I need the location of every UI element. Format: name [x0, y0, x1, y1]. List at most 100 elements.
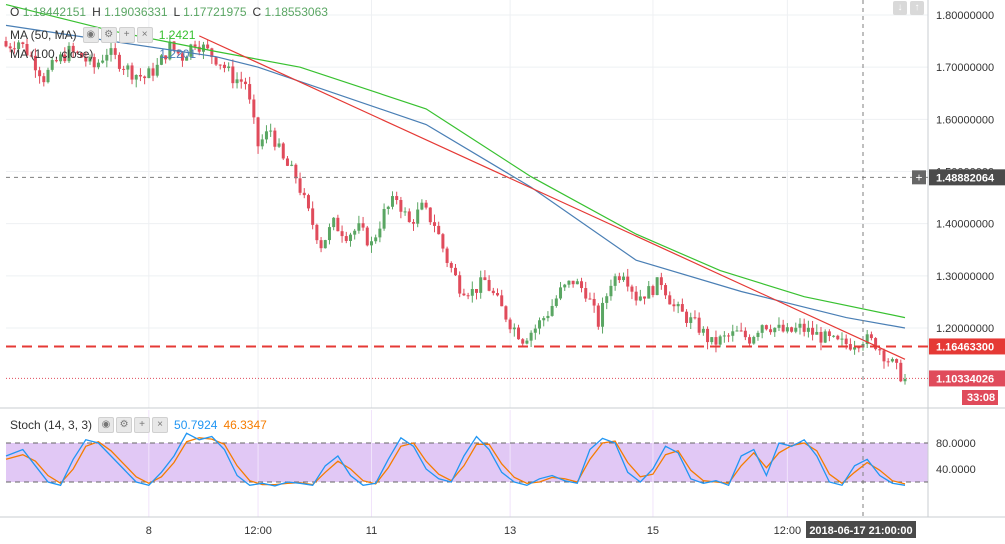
candle-body [731, 331, 735, 336]
time-tick-label: 8 [146, 525, 152, 537]
candle-body [529, 332, 533, 341]
candle-body [302, 192, 306, 196]
candle-body [386, 206, 390, 209]
open-label: O [10, 5, 20, 19]
candle-body [470, 288, 474, 296]
candle-body [197, 46, 201, 52]
candle-body [256, 117, 260, 147]
scroll-down-icon[interactable]: ↓ [893, 1, 907, 15]
time-tick-label: 13 [504, 525, 516, 537]
candle-body [567, 280, 571, 285]
candle-body [802, 323, 806, 332]
candle-body [781, 324, 785, 332]
candle-body [395, 196, 399, 200]
more-icon[interactable]: + [118, 27, 135, 43]
candle-body [760, 325, 764, 333]
candle-body [626, 276, 630, 287]
candle-body [890, 359, 894, 362]
candle-body [260, 139, 264, 147]
candle-body [848, 344, 852, 350]
candle-body [151, 68, 155, 76]
eye-icon[interactable]: ◉ [82, 27, 99, 43]
open-value: 1.18442151 [22, 5, 87, 19]
candle-body [722, 335, 726, 337]
ma100-label: MA (100, close) [10, 47, 94, 61]
candle-body [613, 276, 617, 286]
candle-body [143, 76, 147, 79]
candle-body [344, 236, 348, 241]
low-label: L [173, 5, 180, 19]
high-label: H [92, 5, 101, 19]
candle-body [773, 327, 777, 333]
candle-body [483, 277, 487, 281]
candle-body [538, 320, 542, 329]
time-tick-label: 12:00 [774, 525, 802, 537]
candle-body [306, 195, 310, 209]
candle-body [580, 281, 584, 289]
candle-body [844, 338, 848, 345]
ma100-value: 1.2201 [159, 47, 197, 61]
stoch-band [6, 443, 928, 482]
candle-body [517, 327, 521, 340]
candle-body [218, 64, 222, 66]
price-tick-label: 1.70000000 [936, 62, 994, 74]
close-icon[interactable]: × [152, 417, 169, 433]
ma50-legend[interactable]: MA (50, MA) ◉ ⚙ + × 1.2421 [10, 27, 195, 43]
stoch-k-line [5, 432, 906, 487]
candle-body [84, 57, 88, 62]
candle-body [378, 228, 382, 238]
candle-body [479, 277, 483, 293]
candle-body [164, 55, 168, 60]
candle-body [689, 317, 693, 323]
candle-body [445, 248, 449, 263]
close-icon[interactable]: × [136, 27, 153, 43]
candle-body [718, 336, 722, 345]
stoch-k-value: 50.7924 [174, 418, 218, 432]
candle-body [92, 57, 96, 68]
candle-body [382, 208, 386, 229]
candle-body [601, 302, 605, 327]
gear-icon[interactable]: ⚙ [116, 417, 133, 433]
eye-icon[interactable]: ◉ [98, 417, 115, 433]
candle-body [806, 327, 810, 332]
candle-body [189, 44, 193, 57]
candle-body [432, 222, 436, 226]
candle-body [643, 296, 647, 299]
candle-body [231, 66, 235, 84]
candle-body [155, 64, 159, 76]
scroll-up-icon[interactable]: ↑ [910, 1, 924, 15]
candle-body [206, 44, 210, 49]
candle-body [357, 223, 361, 231]
candle-body [46, 69, 50, 83]
candle-body [533, 328, 537, 333]
candle-body [210, 48, 214, 58]
candle-body [584, 288, 588, 299]
candle-body [235, 79, 239, 84]
crosshair-price-tag-bg [929, 169, 1005, 186]
time-tick-label: 12:00 [244, 525, 272, 537]
candle-body [340, 231, 344, 237]
candle-body [369, 241, 373, 246]
candle-body [651, 286, 655, 296]
candle-body [622, 276, 626, 281]
candle-body [298, 178, 302, 193]
candle-body [327, 227, 331, 241]
more-icon[interactable]: + [134, 417, 151, 433]
candle-body [714, 337, 718, 345]
candle-body [865, 334, 869, 344]
gear-icon[interactable]: ⚙ [100, 27, 117, 43]
support-price-tag-bg [929, 338, 1005, 355]
crosshair-time-tag-bg [806, 521, 916, 538]
candle-body [147, 68, 151, 79]
candle-body [798, 323, 802, 328]
stoch-legend[interactable]: Stoch (14, 3, 3) ◉ ⚙ + × 50.7924 46.3347 [10, 417, 267, 433]
candle-body [88, 57, 92, 62]
price-tick-label: 1.30000000 [936, 271, 994, 283]
candle-body [487, 280, 491, 291]
price-tick-label: 1.40000000 [936, 219, 994, 231]
candle-body [693, 317, 697, 319]
candle-body [390, 196, 394, 207]
ma100-legend[interactable]: MA (100, close) 1.2201 [10, 47, 196, 61]
